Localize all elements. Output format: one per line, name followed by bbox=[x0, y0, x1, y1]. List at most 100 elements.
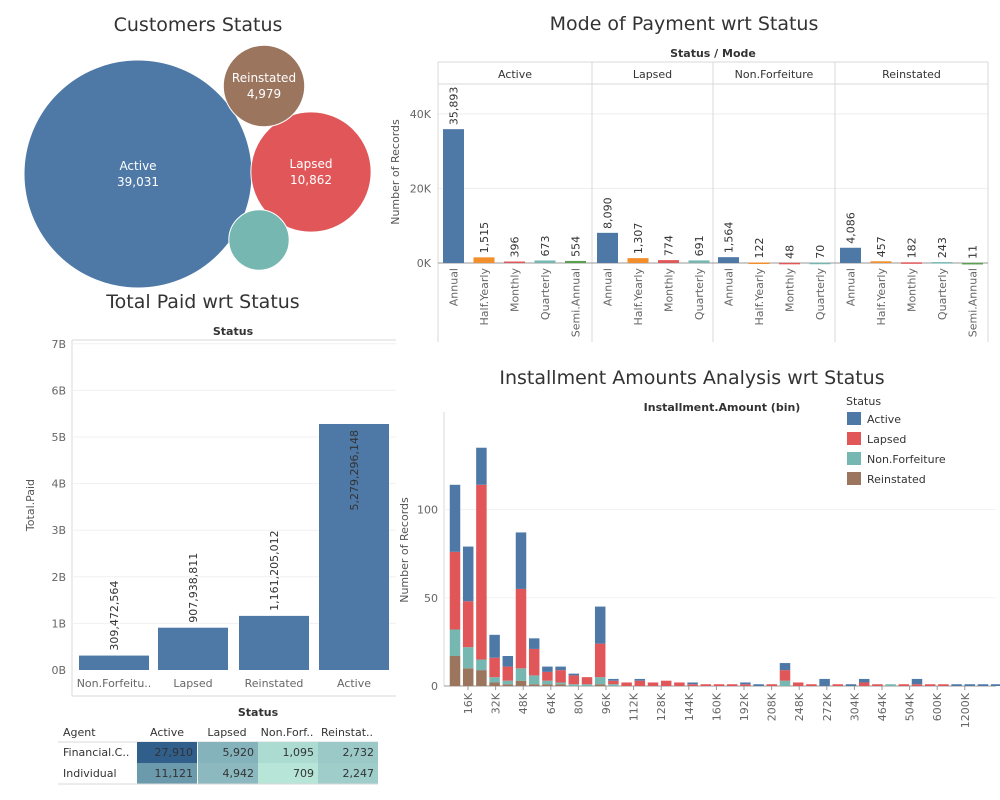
installment-bar-segment bbox=[911, 678, 923, 685]
mode-y-tick: 0K bbox=[417, 257, 432, 270]
installment-x-tick-label: 144K bbox=[683, 692, 696, 721]
mode-category-label: Monthly bbox=[663, 268, 676, 313]
legend-swatch bbox=[847, 412, 861, 425]
installment-bar-segment bbox=[726, 684, 738, 686]
installment-bar-segment bbox=[568, 684, 580, 686]
installment-bar-segment bbox=[647, 682, 659, 686]
total-paid-bar bbox=[79, 655, 149, 670]
mode-bar-value-label: 774 bbox=[663, 235, 676, 256]
installment-bar-segment bbox=[990, 684, 1000, 686]
mode-category-label: Half.Yearly bbox=[753, 268, 766, 326]
installment-y-tick: 50 bbox=[424, 592, 438, 605]
installment-x-tick-label: 1200K bbox=[959, 692, 972, 728]
installment-bar-segment bbox=[594, 677, 606, 685]
installment-bar-segment bbox=[449, 655, 461, 686]
bubble-value-label: 10,862 bbox=[290, 173, 332, 187]
installment-y-axis-label: Number of Records bbox=[398, 497, 411, 603]
installment-bar-segment bbox=[608, 678, 619, 681]
mode-bar bbox=[534, 260, 556, 263]
installment-bar-segment bbox=[528, 675, 540, 685]
mode-bar-value-label: 457 bbox=[875, 236, 888, 257]
bubble-reinstated bbox=[222, 44, 306, 128]
installment-title: Installment Amounts Analysis wrt Status bbox=[499, 367, 884, 389]
mode-bar bbox=[809, 262, 831, 265]
customers-status-title: Customers Status bbox=[114, 14, 283, 36]
table-header-cell: Lapsed bbox=[207, 726, 246, 739]
installment-x-axis-label: Installment.Amount (bin) bbox=[644, 401, 801, 414]
mode-bar bbox=[565, 260, 586, 263]
legend-swatch bbox=[847, 472, 861, 485]
mode-panel-name: Reinstated bbox=[882, 68, 941, 81]
table-heat-cell bbox=[198, 763, 258, 784]
mode-panel-header: Status / Mode bbox=[670, 47, 756, 60]
installment-bar-segment bbox=[515, 668, 527, 681]
installment-bar-segment bbox=[634, 678, 646, 681]
installment-bar-segment bbox=[885, 684, 896, 686]
installment-bar-segment bbox=[753, 684, 764, 686]
legend-item-label: Active bbox=[867, 413, 901, 426]
installment-bar-segment bbox=[621, 682, 632, 686]
table-value-cell: 4,942 bbox=[223, 767, 255, 780]
installment-bar-segment bbox=[674, 682, 685, 686]
installment-bar-segment bbox=[489, 677, 500, 683]
installment-bar-segment bbox=[489, 634, 500, 658]
table-header-cell: Agent bbox=[63, 726, 96, 739]
total-paid-y-tick: 3B bbox=[51, 524, 66, 537]
mode-bar bbox=[688, 260, 710, 263]
total-paid-y-tick: 1B bbox=[51, 617, 66, 630]
installment-bar-segment bbox=[542, 671, 553, 681]
bubble-value-label: 39,031 bbox=[117, 175, 159, 189]
total-paid-y-tick: 5B bbox=[51, 431, 66, 444]
table-agent-cell: Individual bbox=[63, 767, 117, 780]
mode-panel-name: Active bbox=[498, 68, 532, 81]
installment-bar-segment bbox=[489, 682, 500, 686]
bubble-value-label: 4,979 bbox=[247, 87, 281, 101]
total-paid-y-tick: 0B bbox=[51, 664, 66, 677]
mode-bar-value-label: 4,086 bbox=[845, 212, 858, 244]
mode-category-label: Quarterly bbox=[814, 268, 827, 321]
table-value-cell: 5,920 bbox=[223, 746, 255, 759]
table-value-cell: 2,247 bbox=[343, 767, 375, 780]
total-paid-category-label: Reinstated bbox=[245, 677, 304, 690]
installment-x-tick-label: 112K bbox=[628, 692, 641, 721]
mode-bar-value-label: 35,893 bbox=[448, 87, 461, 126]
mode-bar bbox=[931, 262, 953, 264]
installment-bar-segment bbox=[476, 447, 487, 485]
installment-x-tick-label: 32K bbox=[490, 692, 503, 714]
installment-bar-segment bbox=[977, 684, 989, 686]
mode-bar-value-label: 8,090 bbox=[602, 197, 615, 229]
installment-bar-segment bbox=[581, 677, 593, 685]
installment-x-tick-label: 128K bbox=[655, 692, 668, 721]
installment-bar-segment bbox=[449, 484, 461, 552]
installment-bar-segment bbox=[898, 684, 910, 686]
installment-bar-segment bbox=[476, 659, 487, 671]
mode-category-label: Half.Yearly bbox=[632, 268, 645, 326]
installment-bar-segment bbox=[660, 680, 672, 686]
mode-bar bbox=[504, 261, 525, 264]
total-paid-category-label: Lapsed bbox=[173, 677, 212, 690]
installment-bar-segment bbox=[515, 532, 527, 589]
installment-bar-segment bbox=[555, 670, 566, 683]
legend-item-label: Reinstated bbox=[867, 473, 926, 486]
table-value-cell: 27,910 bbox=[155, 746, 194, 759]
installment-y-tick: 0 bbox=[431, 680, 438, 693]
mode-category-label: Semi.Annual bbox=[967, 268, 980, 337]
installment-bar-segment bbox=[568, 673, 580, 676]
installment-x-tick-label: 160K bbox=[710, 692, 723, 721]
mode-y-tick: 20K bbox=[410, 182, 432, 195]
installment-x-tick-label: 64K bbox=[545, 692, 558, 714]
installment-bar-segment bbox=[938, 684, 949, 686]
total-paid-value-label: 907,938,811 bbox=[187, 553, 200, 623]
installment-bar-segment bbox=[594, 606, 606, 644]
installment-bar-segment bbox=[687, 682, 698, 685]
mode-of-payment-title: Mode of Payment wrt Status bbox=[550, 13, 819, 35]
installment-bar-segment bbox=[594, 684, 606, 686]
mode-bar-value-label: 1,307 bbox=[632, 223, 645, 255]
mode-bar bbox=[779, 262, 800, 265]
bubble-label: Lapsed bbox=[290, 157, 333, 171]
mode-bar-value-label: 122 bbox=[753, 238, 766, 259]
mode-bar-value-label: 673 bbox=[539, 235, 552, 256]
installment-bar-segment bbox=[489, 657, 500, 678]
installment-bar-segment bbox=[462, 546, 474, 602]
installment-bar-segment bbox=[713, 684, 725, 686]
